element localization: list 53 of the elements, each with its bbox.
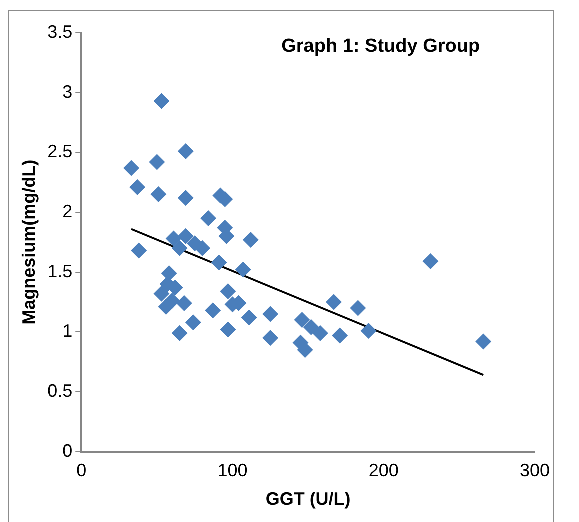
point [176,295,192,312]
point [150,186,167,203]
y-tick-label: 3 [62,82,73,102]
point [242,232,259,248]
x-axis-title: GGT (U/L) [266,489,351,510]
y-tick-label: 3.5 [48,22,73,42]
point [185,314,202,331]
point [297,342,314,358]
point [220,322,236,338]
point [220,283,236,300]
point [130,179,146,196]
y-tick-label: 2 [62,201,73,222]
point [332,328,348,344]
y-tick-label: 0.5 [48,380,73,401]
point [178,228,194,244]
point [312,325,328,342]
point [350,300,366,316]
point [131,242,148,259]
point [154,286,170,302]
point [200,210,217,226]
point [476,334,492,350]
x-tick-label: 0 [76,460,87,481]
chart-title: Graph 1: Study Group [282,36,480,58]
point [262,306,279,322]
y-tick-label: 0 [62,440,73,461]
point [166,230,182,247]
point [178,190,194,206]
x-tick-label: 300 [520,460,550,481]
point [360,322,377,339]
y-tick-label: 2.5 [48,142,73,162]
point [194,240,211,256]
point [158,299,174,316]
point [422,254,439,270]
y-tick-label: 1 [62,321,73,342]
point [123,160,140,176]
point [178,143,194,160]
x-tick-label: 200 [368,460,399,481]
point [326,294,342,310]
point [303,319,320,336]
point [211,254,228,271]
point [235,262,252,278]
point [262,330,279,346]
point [205,302,222,319]
point [149,154,166,170]
point [294,312,310,328]
x-tick-label: 100 [218,460,248,481]
point [172,325,188,342]
point [172,240,188,256]
point [154,93,170,110]
point [241,310,258,326]
y-axis-title: Magnesium(mg/dL) [18,160,39,325]
point [161,266,178,282]
y-tick-label: 1.5 [48,261,73,282]
